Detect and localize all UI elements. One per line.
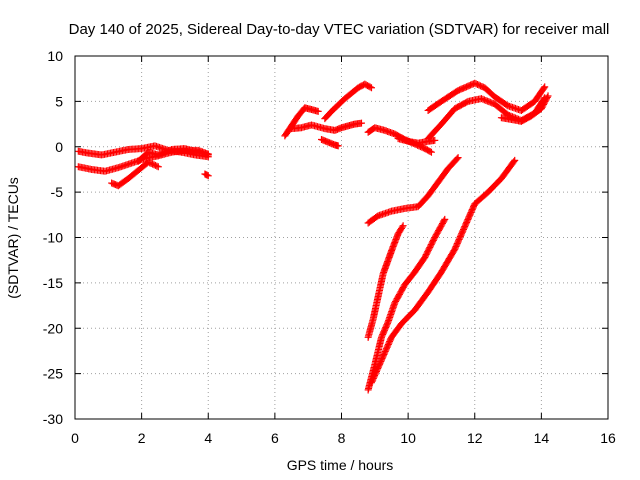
- x-tick-labels: 0 2 4 6 8 10 12 14 16: [71, 430, 616, 446]
- x-tick-label: 0: [71, 430, 79, 446]
- data-point: [398, 223, 406, 231]
- series-r: [367, 156, 519, 387]
- y-tick-label: -5: [51, 184, 64, 200]
- data-point: [157, 150, 165, 158]
- data-point: [357, 119, 365, 127]
- data-point: [431, 136, 439, 144]
- data-point: [204, 172, 212, 180]
- data-point: [479, 95, 487, 103]
- data-point: [486, 98, 494, 106]
- data-point: [440, 217, 448, 225]
- series-g: [288, 119, 365, 134]
- data-point: [154, 151, 162, 159]
- data-point: [544, 92, 552, 100]
- series-c: [108, 158, 162, 190]
- y-tick-label: 10: [47, 48, 63, 64]
- y-tick-label: -20: [43, 320, 63, 336]
- axis-ticks: [74, 55, 609, 420]
- data-point: [153, 162, 161, 170]
- x-tick-label: 10: [400, 430, 416, 446]
- x-tick-label: 16: [600, 430, 616, 446]
- series-f: [281, 104, 322, 140]
- data-point: [540, 84, 548, 92]
- x-tick-label: 6: [271, 430, 279, 446]
- series-h: [321, 80, 375, 123]
- y-tick-label: 0: [55, 139, 63, 155]
- x-tick-label: 8: [338, 430, 346, 446]
- data-point: [162, 148, 170, 156]
- data-point: [441, 215, 449, 223]
- data-point: [156, 150, 164, 158]
- series-e: [201, 170, 212, 180]
- y-axis-label: (SDTVAR) / TECUs: [5, 177, 21, 299]
- data-point: [483, 97, 491, 105]
- y-tick-label: -30: [43, 411, 63, 427]
- data-point: [477, 95, 485, 103]
- data-point: [480, 96, 488, 104]
- data-point: [204, 151, 212, 159]
- x-axis-label: GPS time / hours: [287, 457, 394, 473]
- data-point: [511, 156, 519, 164]
- series-l: [424, 79, 549, 114]
- x-tick-label: 14: [534, 430, 550, 446]
- series-d: [134, 145, 212, 165]
- series-k: [394, 135, 439, 147]
- chart-title: Day 140 of 2025, Sidereal Day-to-day VTE…: [69, 21, 610, 38]
- data-point: [165, 147, 173, 155]
- y-tick-label: -25: [43, 366, 63, 382]
- data-point: [366, 83, 374, 91]
- data-point: [541, 83, 549, 91]
- data-point: [159, 149, 167, 157]
- data-point: [163, 147, 171, 155]
- y-tick-label: -15: [43, 275, 63, 291]
- x-tick-label: 12: [467, 430, 483, 446]
- x-tick-label: 4: [204, 430, 212, 446]
- data-points: [74, 79, 552, 394]
- x-tick-label: 2: [138, 430, 146, 446]
- data-point: [453, 155, 461, 163]
- data-point: [485, 98, 493, 106]
- data-point: [510, 158, 518, 166]
- y-tick-label: -10: [43, 230, 63, 246]
- series-p: [364, 222, 407, 341]
- series-i: [318, 135, 342, 150]
- data-point: [543, 93, 551, 101]
- data-point: [367, 84, 375, 92]
- data-point: [454, 154, 462, 162]
- data-point: [488, 99, 496, 107]
- data-point: [334, 142, 342, 150]
- data-point: [154, 163, 162, 171]
- data-point: [399, 222, 407, 230]
- y-tick-labels: 10 5 0 -5 -10 -15 -20 -25 -30: [43, 48, 63, 427]
- data-point: [314, 107, 322, 115]
- series-n: [497, 92, 552, 125]
- data-point: [160, 148, 168, 156]
- data-point: [166, 146, 174, 154]
- data-point: [203, 171, 211, 179]
- data-point: [426, 147, 434, 155]
- y-tick-label: 5: [55, 93, 63, 109]
- series-o: [364, 154, 462, 227]
- data-point: [427, 148, 435, 156]
- data-point: [482, 96, 490, 104]
